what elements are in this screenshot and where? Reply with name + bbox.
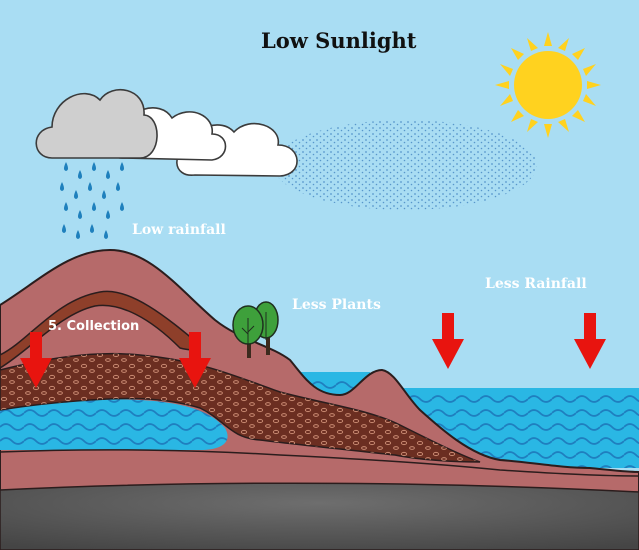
- rain-cloud-icon: [35, 88, 158, 239]
- rain-drops: [60, 162, 124, 239]
- diagram-title: Low Sunlight: [261, 28, 417, 53]
- down-arrow-icon: [20, 313, 606, 388]
- bedrock: [0, 482, 639, 550]
- label-collection: 5. Collection: [48, 319, 140, 334]
- label-low-rainfall: Low rainfall: [132, 222, 226, 238]
- label-less-rainfall: Less Rainfall: [485, 276, 587, 292]
- sun-icon: [495, 32, 601, 138]
- tree-icon: [232, 301, 279, 358]
- water-vapor: [273, 120, 537, 210]
- label-less-plants: Less Plants: [292, 297, 381, 313]
